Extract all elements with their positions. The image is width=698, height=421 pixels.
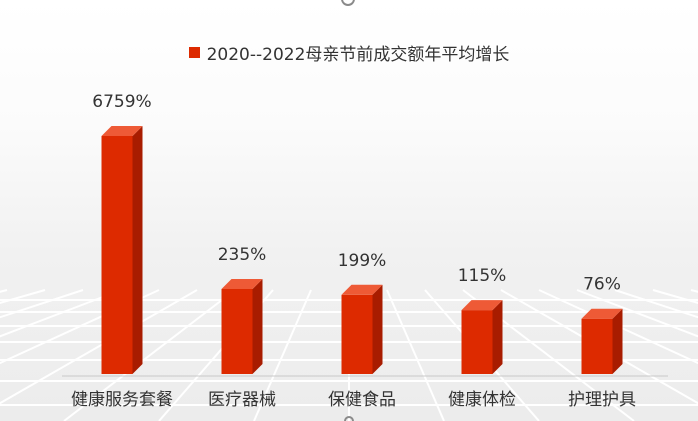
bar-3 bbox=[341, 284, 383, 374]
bar-top bbox=[461, 300, 503, 311]
bar-front bbox=[581, 318, 613, 374]
data-label: 199% bbox=[338, 251, 387, 271]
bar-side bbox=[492, 300, 503, 374]
data-label: 235% bbox=[218, 245, 267, 265]
chart-legend: 2020--2022母亲节前成交额年平均增长 bbox=[0, 40, 698, 65]
floor-grid-line bbox=[614, 289, 698, 319]
bar-2 bbox=[221, 279, 263, 374]
x-tick-label: 护理护具 bbox=[568, 390, 636, 410]
bar-4 bbox=[461, 300, 503, 374]
bar-top bbox=[581, 308, 623, 319]
floor-grid-line bbox=[576, 289, 698, 338]
bar-top bbox=[341, 284, 383, 295]
bar-side bbox=[252, 279, 263, 374]
data-label: 115% bbox=[458, 266, 507, 286]
bar-side bbox=[132, 126, 143, 374]
bar-front bbox=[341, 294, 373, 374]
bar-top bbox=[221, 279, 263, 289]
bar-1 bbox=[101, 126, 143, 374]
legend-label: 2020--2022母亲节前成交额年平均增长 bbox=[206, 45, 510, 65]
x-tick-label: 健康体检 bbox=[448, 390, 516, 410]
bar-front bbox=[221, 289, 253, 374]
floor-grid-line bbox=[0, 289, 84, 319]
bar-5 bbox=[581, 308, 623, 374]
data-label: 6759% bbox=[92, 92, 151, 112]
x-tick-label: 医疗器械 bbox=[208, 390, 276, 410]
bottom-ring-mark bbox=[344, 416, 354, 421]
floor-grid-line bbox=[0, 289, 198, 405]
floor-grid-line bbox=[386, 289, 445, 421]
bar-front bbox=[461, 310, 493, 374]
floor-grid-line bbox=[0, 289, 122, 338]
bar-top bbox=[101, 126, 143, 136]
bar-side bbox=[372, 284, 383, 374]
floor-grid-line bbox=[253, 289, 312, 421]
floor-grid-line bbox=[63, 289, 236, 421]
floor-grid-line bbox=[538, 289, 698, 365]
x-tick-label: 保健食品 bbox=[328, 390, 396, 410]
x-tick-label: 健康服务套餐 bbox=[71, 390, 173, 410]
legend-swatch bbox=[188, 47, 200, 58]
data-label: 76% bbox=[583, 275, 621, 295]
bar-side bbox=[612, 308, 623, 374]
bar-front bbox=[101, 136, 133, 374]
